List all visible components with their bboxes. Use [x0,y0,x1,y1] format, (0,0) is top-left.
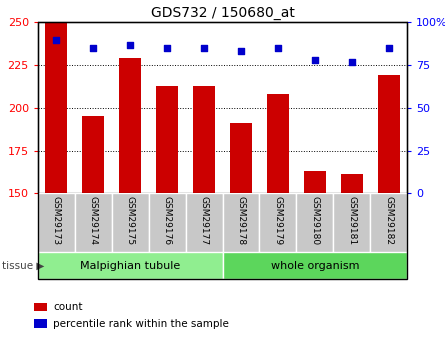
Bar [149,193,186,252]
Text: GSM29177: GSM29177 [199,196,209,245]
Bar [222,193,259,252]
Text: GSM29174: GSM29174 [89,196,98,245]
Bar [370,193,407,252]
Point [127,42,134,47]
Bar [75,193,112,252]
Bar [38,252,222,279]
Text: GSM29175: GSM29175 [125,196,135,245]
Point [164,45,171,51]
Bar [82,116,104,345]
Point [90,45,97,51]
Title: GDS732 / 150680_at: GDS732 / 150680_at [150,6,295,20]
Bar [38,193,75,252]
Text: tissue ▶: tissue ▶ [2,261,44,270]
Text: GSM29179: GSM29179 [273,196,283,245]
Text: whole organism: whole organism [271,261,359,270]
Text: count: count [53,302,82,312]
Bar [156,86,178,345]
Point [312,57,319,63]
Text: GSM29176: GSM29176 [162,196,172,245]
Text: GSM29178: GSM29178 [236,196,246,245]
Text: GSM29173: GSM29173 [52,196,61,245]
Bar [333,193,370,252]
Point [348,59,356,65]
Text: GSM29180: GSM29180 [310,196,320,245]
Bar [119,58,141,345]
Bar [112,193,149,252]
Text: percentile rank within the sample: percentile rank within the sample [53,319,229,328]
Bar [34,303,48,311]
Bar [267,94,289,345]
Bar [230,123,252,345]
Text: GSM29182: GSM29182 [384,196,393,245]
Point [275,45,282,51]
Bar [296,193,333,252]
Bar [259,193,296,252]
Bar [193,86,215,345]
Point [385,45,392,51]
Text: GSM29181: GSM29181 [347,196,356,245]
Point [53,37,60,42]
Bar [304,171,326,345]
Bar [378,75,400,345]
Text: Malpighian tubule: Malpighian tubule [80,261,180,270]
Bar [186,193,222,252]
Bar [222,252,407,279]
Bar [341,175,363,345]
Point [201,45,208,51]
Bar [45,22,67,345]
Point [238,49,245,54]
Bar [34,319,48,328]
